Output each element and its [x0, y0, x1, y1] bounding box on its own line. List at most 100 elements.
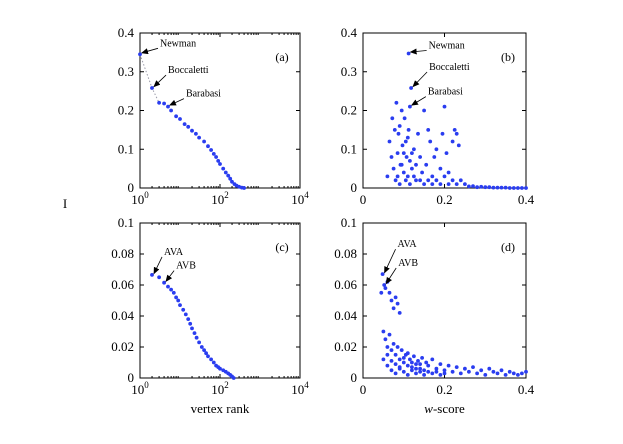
panel-b-point-43 [452, 127, 457, 132]
panel-c-point-22 [211, 360, 216, 365]
panel-d-xtick-label: 0.2 [436, 382, 452, 397]
panel-a-point-5 [169, 108, 174, 113]
panel-b-point-10 [394, 100, 399, 105]
panel-d-point-29 [418, 362, 422, 366]
panel-c-point-9 [181, 307, 186, 312]
panel-c-point-1 [157, 275, 162, 280]
panel-d-ytick-label: 0.06 [334, 277, 357, 292]
panel-d-point-65 [410, 368, 414, 373]
panel-d-point-32 [424, 360, 429, 365]
panel-d-point-71 [393, 362, 398, 366]
panel-d-point-59 [385, 363, 390, 368]
panel-d-point-63 [401, 369, 406, 374]
panel-d-point-57 [524, 369, 528, 374]
panel-d-annotation-label: AVB [398, 258, 418, 269]
panel-c-annotation-label: AVA [164, 247, 184, 258]
panel-b-point-34 [430, 174, 435, 179]
panel-b-point-81 [516, 186, 520, 190]
panel-a-point-7 [178, 117, 182, 121]
panel-a-annotation-arrow [169, 98, 185, 106]
panel-d-point-35 [434, 366, 439, 371]
panel-a-ytick-label: 0.1 [118, 141, 134, 156]
panel-b-point-58 [401, 151, 406, 156]
panel-c-point-6 [174, 295, 179, 300]
panel-d-label: (d) [501, 240, 515, 254]
panel-a-ytick-label: 0 [128, 180, 135, 195]
panel-b-point-57 [399, 162, 404, 167]
panel-d-point-67 [418, 369, 422, 374]
panel-d-point-43 [467, 369, 471, 374]
panel-b-point-17 [401, 170, 406, 175]
panel-d-annotation-arrow [385, 267, 397, 285]
panel-d-point-42 [463, 366, 467, 371]
panel-d-point-33 [426, 363, 431, 368]
panel-d-ytick-label: 0.02 [334, 339, 357, 354]
figure-ylabel: I [63, 196, 67, 211]
panel-c-point-2 [162, 280, 167, 285]
panel-d-point-72 [397, 365, 402, 369]
panel-b-point-20 [404, 155, 409, 159]
panel-b-point-29 [420, 170, 424, 175]
panel-b-point-26 [414, 178, 418, 183]
panel-d-point-61 [393, 371, 398, 376]
panel-a-label: (a) [275, 50, 288, 64]
panel-d-point-14 [387, 332, 392, 337]
panel-c-point-21 [209, 357, 214, 362]
panel-b-annotation-arrow [409, 48, 427, 55]
panel-d-point-79 [430, 371, 435, 376]
panel-b: 0 0.1 0.2 0.3 0.4 0 0.2 0.4 Newman Boccaletti Bara… [341, 25, 535, 207]
panel-b-point-56 [397, 182, 402, 187]
panel-b-ytick-label: 0.1 [341, 141, 357, 156]
panel-c-annotation-label: AVB [176, 261, 196, 272]
panel-d-point-6 [389, 298, 394, 303]
panel-c-ytick-label: 0.1 [118, 215, 134, 230]
panel-d-point-18 [395, 345, 400, 349]
panel-b-ytick-label: 0.2 [341, 103, 357, 118]
panel-c-xlabel: vertex rank [191, 401, 250, 416]
panel-b-point-5 [389, 155, 394, 159]
panel-d-point-8 [393, 295, 398, 300]
panel-d-point-54 [511, 371, 516, 376]
panel-d-point-2 [379, 290, 384, 295]
panel-d-point-38 [446, 363, 451, 368]
panel-a-point-20 [221, 166, 226, 171]
panel-d-point-19 [397, 357, 402, 362]
panel-c-annotation-arrow [165, 270, 175, 282]
panel-b-point-32 [426, 127, 431, 132]
panel-c-point-14 [192, 331, 197, 335]
panel-a-point-4 [166, 104, 170, 109]
panel-b-point-1 [409, 86, 413, 90]
panel-d-point-47 [483, 373, 488, 377]
panel-c-point-0 [150, 273, 154, 277]
panel-c-ytick-label: 0.02 [111, 339, 134, 354]
panel-b-point-36 [434, 147, 439, 152]
panel-d-point-12 [383, 337, 388, 342]
panel-d-point-78 [426, 369, 431, 374]
panel-c-point-4 [169, 287, 174, 292]
panel-b-point-64 [414, 162, 418, 167]
panel-d-point-36 [438, 362, 443, 366]
panel-b-point-27 [416, 131, 420, 136]
panel-b-point-46 [458, 178, 463, 183]
panel-b-point-71 [442, 174, 447, 179]
panel-b-point-63 [412, 174, 416, 179]
panel-c-point-8 [178, 303, 182, 307]
panel-d-point-11 [381, 329, 386, 334]
panel-c: 0 0.02 0.04 0.06 0.08 0.1 100 102 104 AVA AVB (c) ve… [111, 215, 309, 416]
panel-a-point-18 [216, 159, 221, 163]
panel-b-point-68 [430, 182, 435, 187]
panel-c-xtick-label: 102 [211, 380, 229, 397]
panel-a-point-0 [138, 52, 142, 57]
panel-a-xtick-label: 100 [131, 190, 149, 207]
panel-d-point-56 [520, 371, 524, 376]
panel-d-ytick-label: 0 [351, 370, 358, 385]
panel-b-point-19 [403, 139, 408, 144]
panel-b-point-6 [390, 116, 395, 121]
panel-b-point-48 [471, 184, 475, 189]
panel-d-point-5 [387, 290, 392, 295]
panel-d-point-23 [405, 363, 410, 368]
panel-a-point-11 [194, 131, 198, 136]
panel-b-point-66 [422, 182, 426, 187]
panel-d-point-45 [475, 371, 479, 376]
panel-a-point-12 [197, 135, 202, 140]
